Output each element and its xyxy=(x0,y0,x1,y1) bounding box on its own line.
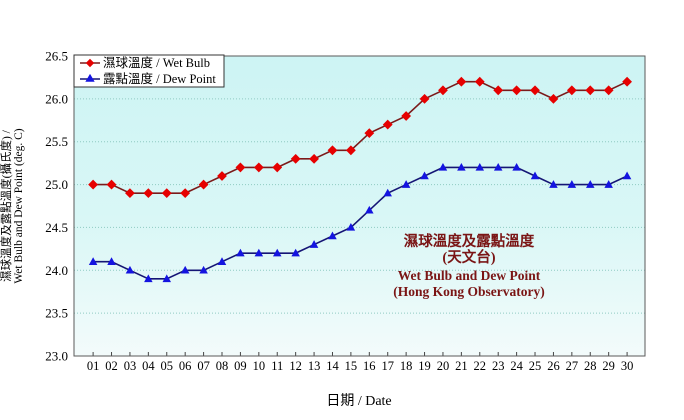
svg-text:23.0: 23.0 xyxy=(45,349,68,364)
svg-text:07: 07 xyxy=(197,359,210,373)
svg-text:(Hong Kong Observatory): (Hong Kong Observatory) xyxy=(393,284,545,299)
svg-text:濕球溫度 / Wet Bulb: 濕球溫度 / Wet Bulb xyxy=(103,55,210,70)
svg-text:29: 29 xyxy=(602,359,615,373)
svg-text:17: 17 xyxy=(381,359,394,373)
svg-text:11: 11 xyxy=(271,359,283,373)
svg-text:01: 01 xyxy=(87,359,100,373)
svg-text:19: 19 xyxy=(418,359,431,373)
svg-text:26.5: 26.5 xyxy=(45,49,68,64)
svg-text:24: 24 xyxy=(510,359,523,373)
svg-text:05: 05 xyxy=(161,359,174,373)
svg-text:18: 18 xyxy=(400,359,413,373)
svg-text:22: 22 xyxy=(474,359,487,373)
svg-text:15: 15 xyxy=(345,359,358,373)
svg-text:09: 09 xyxy=(234,359,247,373)
svg-text:23.5: 23.5 xyxy=(45,306,68,321)
svg-text:(天文台): (天文台) xyxy=(442,248,495,266)
svg-text:30: 30 xyxy=(621,359,634,373)
svg-text:25.5: 25.5 xyxy=(45,134,68,149)
svg-text:02: 02 xyxy=(105,359,118,373)
svg-text:26.0: 26.0 xyxy=(45,91,68,106)
svg-text:Wet Bulb and Dew Point: Wet Bulb and Dew Point xyxy=(398,268,541,283)
svg-text:24.0: 24.0 xyxy=(45,263,68,278)
svg-text:27: 27 xyxy=(566,359,579,373)
svg-text:24.5: 24.5 xyxy=(45,220,68,235)
svg-text:06: 06 xyxy=(179,359,192,373)
svg-text:Wet Bulb and Dew Point (deg. C: Wet Bulb and Dew Point (deg. C) xyxy=(13,128,25,283)
svg-text:16: 16 xyxy=(363,359,376,373)
svg-text:13: 13 xyxy=(308,359,321,373)
svg-text:28: 28 xyxy=(584,359,597,373)
svg-text:08: 08 xyxy=(216,359,229,373)
svg-text:23: 23 xyxy=(492,359,505,373)
svg-text:露點溫度 / Dew Point: 露點溫度 / Dew Point xyxy=(103,71,216,86)
svg-text:25.0: 25.0 xyxy=(45,177,68,192)
svg-text:14: 14 xyxy=(326,359,339,373)
svg-text:20: 20 xyxy=(437,359,450,373)
svg-text:25: 25 xyxy=(529,359,542,373)
svg-text:04: 04 xyxy=(142,359,155,373)
svg-text:濕球溫度及露點溫度(攝氏度) /: 濕球溫度及露點溫度(攝氏度) / xyxy=(0,129,13,282)
svg-text:10: 10 xyxy=(253,359,266,373)
svg-text:21: 21 xyxy=(455,359,468,373)
svg-text:03: 03 xyxy=(124,359,137,373)
svg-text:日期 / Date: 日期 / Date xyxy=(326,393,391,409)
svg-text:26: 26 xyxy=(547,359,560,373)
svg-text:12: 12 xyxy=(289,359,302,373)
svg-text:濕球溫度及露點溫度: 濕球溫度及露點溫度 xyxy=(404,232,535,250)
